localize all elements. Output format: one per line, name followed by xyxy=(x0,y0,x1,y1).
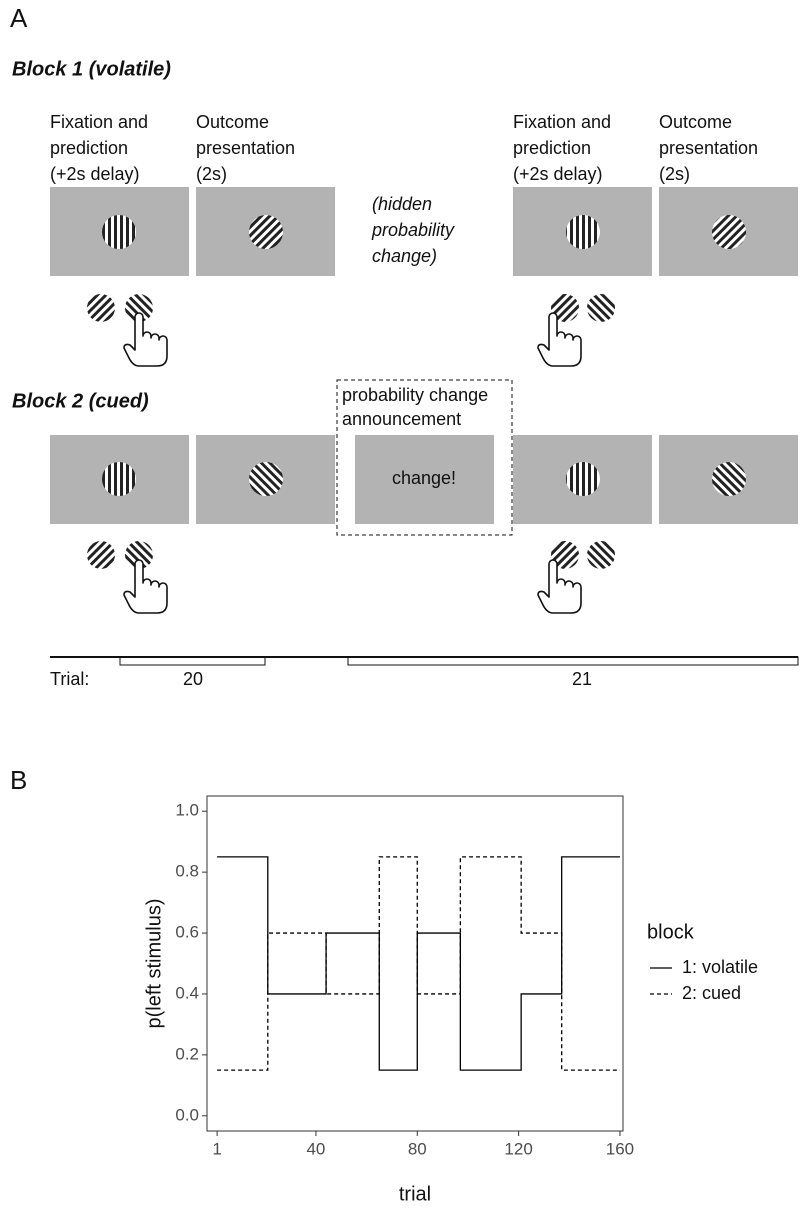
block-title: Block 1 (volatile) xyxy=(12,58,171,80)
announcement-label: announcement xyxy=(342,409,461,429)
chart: 0.0 0.2 0.4 0.6 0.8 1.0 1 40 80 120 160 trial p(left… xyxy=(143,795,758,1205)
hidden-change: probability xyxy=(371,220,455,240)
y-tick-label: 0.6 xyxy=(175,923,199,942)
y-tick-label: 0.2 xyxy=(175,1044,199,1063)
stage-label: Outcome xyxy=(196,112,269,132)
stage-label: Outcome xyxy=(659,112,732,132)
stage-label: Fixation and xyxy=(513,112,611,132)
stage-label: Fixation and xyxy=(50,112,148,132)
hidden-change: change) xyxy=(372,246,437,266)
block-title: Block 2 (cued) xyxy=(12,390,149,412)
block2-screens xyxy=(50,435,798,613)
trial-number: 20 xyxy=(183,669,203,689)
timeline xyxy=(50,656,799,666)
panel-label: A xyxy=(10,3,28,33)
y-tick-label: 0.0 xyxy=(175,1105,199,1124)
stage-label: presentation xyxy=(659,138,758,158)
block1-screens xyxy=(50,187,798,366)
legend-title: block xyxy=(647,921,695,943)
series-line xyxy=(217,856,620,1071)
trial-label: Trial: xyxy=(50,669,89,689)
announcement-box xyxy=(336,379,513,536)
y-axis-label: p(left stimulus) xyxy=(143,898,165,1028)
x-axis-label: trial xyxy=(399,1183,431,1205)
y-tick-label: 0.8 xyxy=(175,862,199,881)
announcement-label: probability change xyxy=(342,385,488,405)
legend-label: 1: volatile xyxy=(682,957,758,977)
trial-number: 21 xyxy=(572,669,592,689)
stage-label: (2s) xyxy=(659,164,690,184)
series-line xyxy=(217,856,620,1071)
stage-label: (+2s delay) xyxy=(50,164,140,184)
x-tick-label: 40 xyxy=(306,1139,325,1158)
x-tick-label: 1 xyxy=(212,1139,221,1158)
y-tick-label: 0.4 xyxy=(175,983,199,1002)
plot-frame xyxy=(206,795,624,1132)
stage-label: prediction xyxy=(513,138,591,158)
panel-label: B xyxy=(10,765,27,795)
stage-label: (+2s delay) xyxy=(513,164,603,184)
x-tick-label: 120 xyxy=(504,1139,532,1158)
stage-label: presentation xyxy=(196,138,295,158)
change-text: change! xyxy=(392,468,456,488)
legend-label: 2: cued xyxy=(682,983,741,1003)
hidden-change: (hidden xyxy=(372,194,432,214)
x-tick-label: 160 xyxy=(606,1139,634,1158)
x-tick-label: 80 xyxy=(408,1139,427,1158)
stage-label: prediction xyxy=(50,138,128,158)
stage-label: (2s) xyxy=(196,164,227,184)
y-tick-label: 1.0 xyxy=(175,801,199,820)
